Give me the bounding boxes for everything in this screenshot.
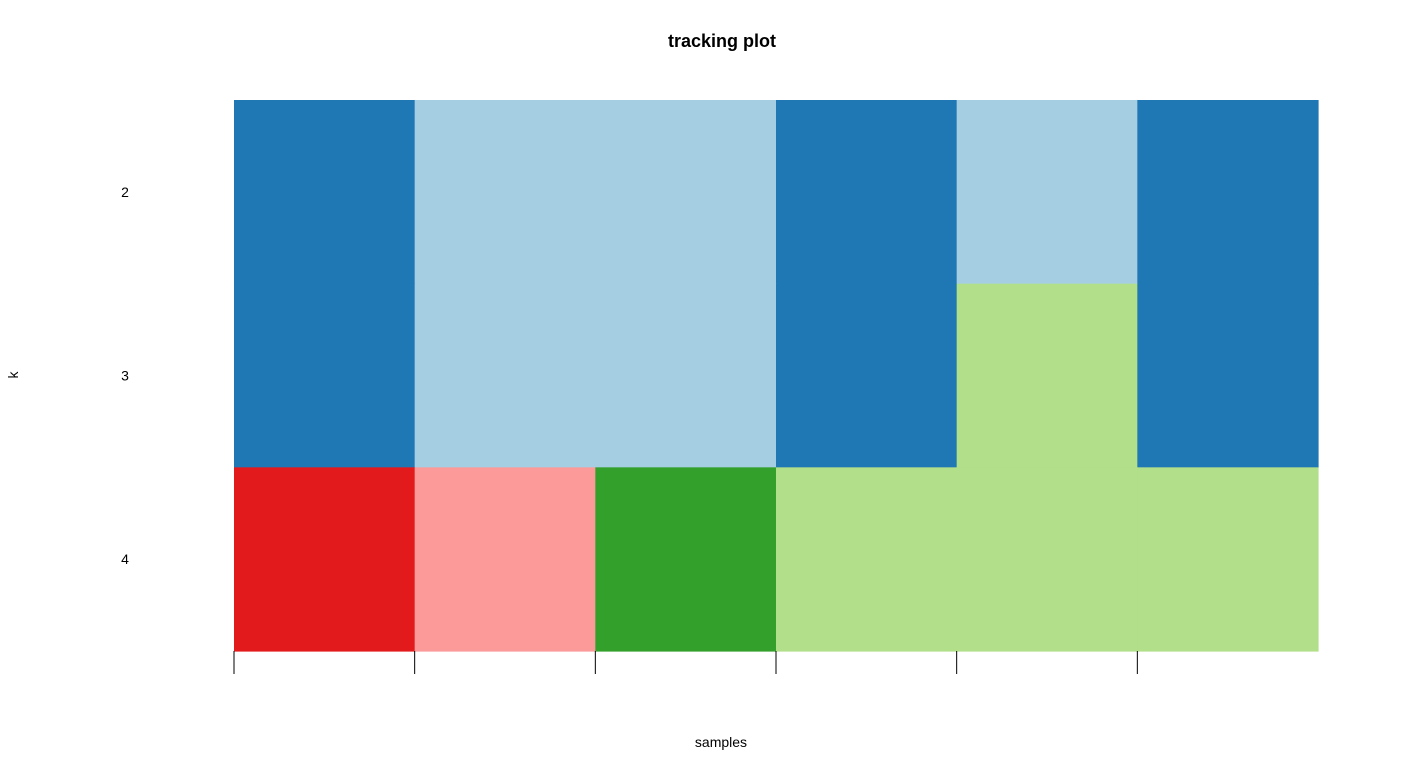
chart-title: tracking plot bbox=[668, 31, 776, 51]
heatmap-cell-k4-sample-2 bbox=[414, 467, 596, 652]
heatmap-cell-k4-sample-3 bbox=[595, 467, 777, 652]
heatmap-cell-k4-sample-6 bbox=[1137, 467, 1319, 652]
heatmap-cell-k2-sample-3 bbox=[595, 100, 777, 285]
x-axis-label: samples bbox=[695, 734, 747, 750]
row-labels: 2 3 4 bbox=[121, 184, 129, 567]
heatmap-cell-k3-sample-2 bbox=[414, 283, 596, 468]
row-label-k2: 2 bbox=[121, 184, 129, 200]
row-label-k3: 3 bbox=[121, 368, 129, 384]
y-axis-label: k bbox=[5, 371, 21, 379]
heatmap-cell-k2-sample-1 bbox=[234, 100, 416, 285]
heatmap-cell-k2-sample-5 bbox=[956, 100, 1138, 285]
heatmap-cell-k2-sample-6 bbox=[1137, 100, 1319, 285]
row-label-k4: 4 bbox=[121, 551, 129, 567]
heatmap-cells bbox=[234, 100, 1319, 652]
heatmap-cell-k3-sample-1 bbox=[234, 283, 416, 468]
heatmap-cell-k3-sample-5 bbox=[956, 283, 1138, 468]
heatmap-cell-k3-sample-6 bbox=[1137, 283, 1319, 468]
heatmap-cell-k3-sample-4 bbox=[776, 283, 958, 468]
heatmap-cell-k2-sample-4 bbox=[776, 100, 958, 285]
heatmap-cell-k4-sample-5 bbox=[956, 467, 1138, 652]
heatmap-cell-k4-sample-1 bbox=[234, 467, 416, 652]
heatmap-cell-k4-sample-4 bbox=[776, 467, 958, 652]
x-axis-ticks bbox=[233, 651, 1138, 674]
heatmap-cell-k3-sample-3 bbox=[595, 283, 777, 468]
heatmap-cell-k2-sample-2 bbox=[414, 100, 596, 285]
